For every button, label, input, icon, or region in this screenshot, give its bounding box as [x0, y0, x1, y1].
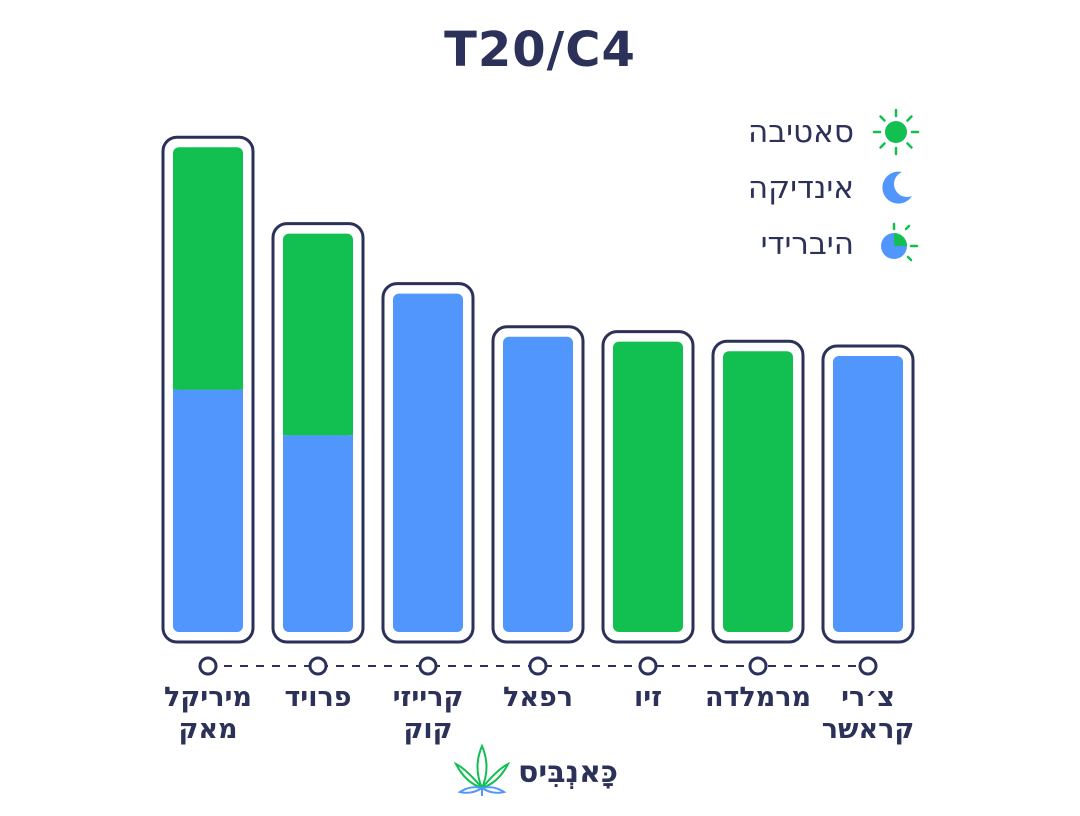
- x-tick-marker: [528, 656, 548, 676]
- x-tick-label: פרויד: [284, 682, 352, 713]
- x-tick-marker: [748, 656, 768, 676]
- x-tick-label: קרייזי קוק: [392, 682, 464, 745]
- x-tick-marker: [198, 656, 218, 676]
- bar-segment-indica: [393, 293, 463, 632]
- legend-item-indica: אינדיקה: [660, 160, 920, 216]
- bar-segment-indica: [503, 336, 573, 632]
- bar-segment-indica: [283, 435, 353, 632]
- cannabis-leaf-icon: [453, 742, 511, 802]
- legend-item-sativa: סאטיבה: [660, 104, 920, 160]
- legend-label-hybrid: היברידי: [760, 226, 854, 262]
- bar-segment-sativa-join: [283, 427, 353, 436]
- legend-label-indica: אינדיקה: [747, 170, 854, 206]
- legend-label-sativa: סאטיבה: [747, 114, 854, 150]
- brand-logo: כָּאנְבִּיס: [453, 742, 634, 802]
- bar-segment-indica: [833, 356, 903, 632]
- bar-segment-sativa: [283, 233, 353, 436]
- x-tick-label: צ׳רי קראשר: [821, 682, 915, 745]
- bar-segment-sativa: [173, 147, 243, 390]
- brand-name: כָּאנְבִּיס: [518, 754, 618, 790]
- bar-segment-indica: [173, 389, 243, 632]
- moon-icon: [872, 164, 920, 212]
- x-tick-label: מרמלדה: [704, 682, 812, 713]
- bar-segment-sativa: [723, 351, 793, 632]
- legend: סאטיבה אינדיקה היברידי: [660, 104, 920, 272]
- x-tick-label: מיריקל מאק: [164, 682, 252, 745]
- bar-segment-indica-join: [283, 435, 353, 444]
- bar-segment-indica-join: [173, 389, 243, 398]
- bar-segment-sativa-join: [173, 381, 243, 390]
- x-tick-label: רפאל: [502, 682, 573, 713]
- legend-item-hybrid: היברידי: [660, 216, 920, 272]
- x-tick-marker: [308, 656, 328, 676]
- half-sun-moon-icon: [872, 220, 920, 268]
- x-tick-label: זיו: [633, 682, 663, 713]
- x-tick-marker: [858, 656, 878, 676]
- x-tick-marker: [638, 656, 658, 676]
- x-tick-marker: [418, 656, 438, 676]
- sun-icon: [872, 108, 920, 156]
- bar-segment-sativa: [613, 341, 683, 632]
- chart-title: T20/C4: [444, 22, 636, 78]
